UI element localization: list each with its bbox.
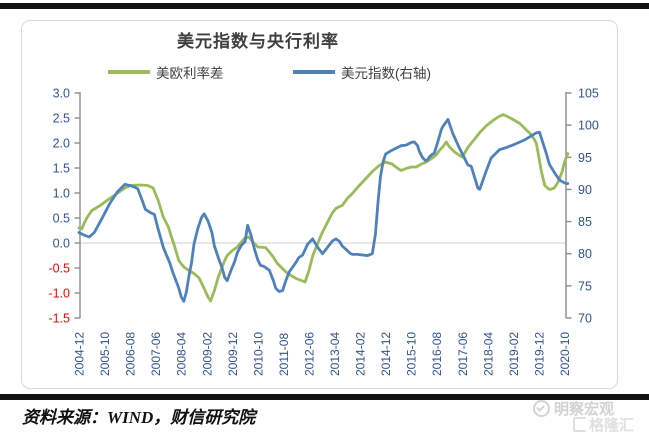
x-axis-tick-label: 2005-10	[98, 332, 112, 376]
left-axis-tick-label: -1.5	[48, 312, 70, 326]
x-axis-tick-label: 2009-02	[200, 332, 214, 376]
x-axis-tick-label: 2019-02	[507, 332, 521, 376]
chart-area-frame	[21, 20, 618, 389]
rate-spread-line	[77, 113, 570, 303]
x-axis-tick-label: 2014-02	[354, 332, 368, 376]
x-axis-tick-label: 2018-04	[481, 332, 495, 376]
x-axis-tick-label: 2014-12	[379, 332, 393, 376]
x-axis-tick-label: 2010-10	[251, 332, 265, 376]
left-axis-tick-label: 3.0	[53, 87, 70, 101]
usd-index-line	[77, 118, 570, 303]
right-axis-tick-label: 100	[578, 119, 599, 133]
left-axis-tick-label: -0.5	[48, 262, 70, 276]
watermark-brand-text: 明察宏观	[554, 401, 615, 418]
bottom-divider-bar	[0, 394, 649, 400]
x-axis-tick-label: 2016-08	[430, 332, 444, 376]
left-axis-tick-label: -1.0	[48, 287, 70, 301]
magnifier-logo-icon	[533, 400, 550, 417]
chart-title: 美元指数与央行利率	[177, 32, 339, 51]
right-axis-tick-label: 90	[578, 183, 592, 197]
x-axis-tick-label: 2020-10	[558, 332, 572, 376]
legend-label-rate-spread: 美欧利率差	[156, 66, 224, 81]
x-axis-tick-label: 2008-04	[175, 332, 189, 376]
left-axis-tick-label: 2.0	[53, 137, 70, 151]
x-axis-tick-label: 2006-08	[124, 332, 138, 376]
usd-index-line-swatch	[293, 70, 335, 74]
x-axis-tick-label: 2013-04	[328, 332, 342, 376]
left-axis-tick-label: 0.0	[53, 237, 70, 251]
left-axis-tick-label: 1.0	[53, 187, 70, 201]
right-axis-tick-label: 75	[578, 279, 592, 293]
x-axis-tick-label: 2017-06	[456, 332, 470, 376]
top-divider-bar	[0, 3, 649, 9]
legend-item-rate-spread: 美欧利率差	[108, 64, 224, 81]
x-axis-tick-label: 2019-12	[532, 332, 546, 376]
x-axis-tick-label: 2009-12	[226, 332, 240, 376]
x-axis-tick-label: 2011-08	[277, 333, 291, 376]
rate-spread-line-swatch	[108, 70, 150, 74]
x-axis-tick-label: 2007-06	[149, 332, 163, 376]
left-axis-tick-label: 2.5	[53, 112, 70, 126]
bracket-logo-icon	[573, 417, 586, 432]
right-axis-tick-label: 70	[578, 312, 592, 326]
watermark-platform-text: 格隆汇	[589, 417, 635, 434]
source-attribution: 资料来源：WIND，财信研究院	[22, 408, 256, 427]
right-axis-tick-label: 85	[578, 215, 592, 229]
watermark-platform-row: 格隆汇	[573, 414, 645, 435]
watermark: 明察宏观 格隆汇	[533, 398, 645, 435]
left-axis-tick-label: 1.5	[53, 162, 70, 176]
left-axis-tick-label: 0.5	[53, 212, 70, 226]
watermark-brand-row: 明察宏观	[533, 398, 645, 419]
right-axis-tick-label: 80	[578, 247, 592, 261]
x-axis-tick-label: 2015-10	[405, 332, 419, 376]
x-axis-tick-label: 2004-12	[73, 332, 87, 376]
right-axis-tick-label: 105	[578, 87, 599, 101]
right-axis-tick-label: 95	[578, 151, 592, 165]
x-axis-tick-label: 2012-06	[302, 332, 316, 376]
legend-item-usd-index: 美元指数(右轴)	[293, 64, 431, 81]
legend-label-usd-index: 美元指数(右轴)	[341, 66, 431, 81]
